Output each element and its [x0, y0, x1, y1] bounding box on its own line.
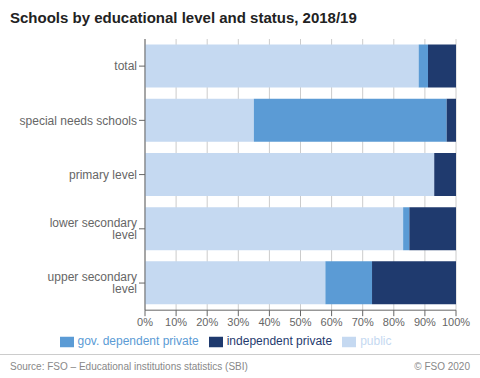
svg-text:primary level: primary level: [69, 168, 137, 182]
html-text:independent private: independent private: [226, 334, 333, 349]
svg-text:100%: 100%: [442, 316, 470, 328]
svg-text:80%: 80%: [383, 316, 405, 328]
html-text:Schools by educational level a: Schools by educational level and status,…: [10, 8, 357, 26]
svg-text:lower secondarylevel: lower secondarylevel: [50, 216, 137, 242]
svg-text:40%: 40%: [258, 316, 280, 328]
svg-text:20%: 20%: [196, 316, 218, 328]
html-text:gov. dependent private: gov. dependent private: [77, 334, 199, 349]
svg-text:30%: 30%: [227, 316, 249, 328]
svg-text:upper secondarylevel: upper secondarylevel: [48, 270, 137, 296]
svg-text:special needs schools: special needs schools: [20, 114, 137, 128]
svg-text:total: total: [114, 59, 137, 73]
svg-text:90%: 90%: [414, 316, 436, 328]
html-text:Source: FSO – Educational inst: Source: FSO – Educational institutions s…: [10, 361, 248, 372]
svg-text:70%: 70%: [352, 316, 374, 328]
svg-text:10%: 10%: [165, 316, 187, 328]
html-text:public: public: [360, 334, 392, 349]
svg-text:0%: 0%: [137, 316, 153, 328]
html-text:© FSO 2020: © FSO 2020: [414, 361, 470, 372]
svg-text:60%: 60%: [321, 316, 343, 328]
svg-text:50%: 50%: [289, 316, 311, 328]
